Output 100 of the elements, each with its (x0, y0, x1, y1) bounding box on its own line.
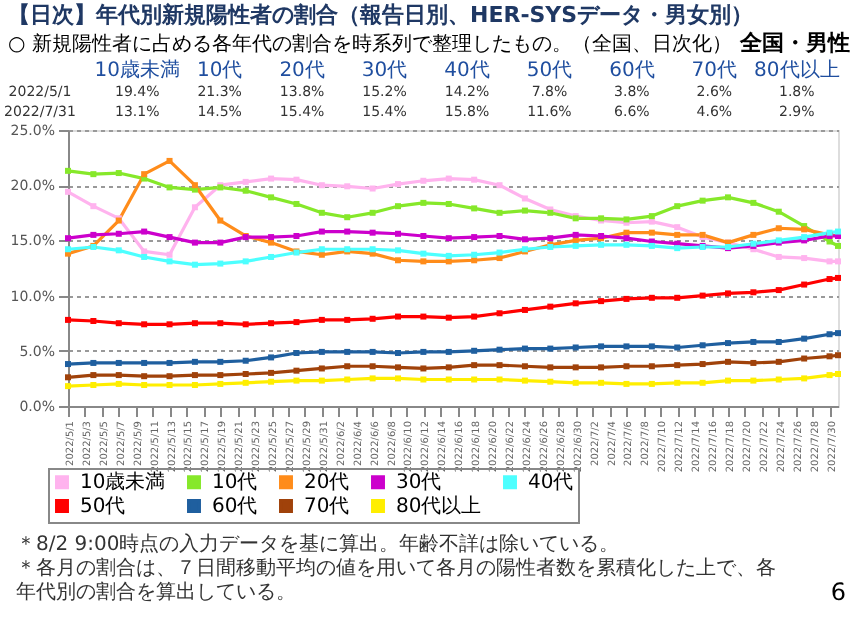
point (166, 234, 173, 241)
point (242, 187, 249, 194)
text: 30代 (361, 60, 408, 82)
point (750, 199, 757, 206)
point (420, 313, 427, 320)
point (572, 364, 579, 371)
point (293, 176, 300, 183)
text: 6 (830, 578, 846, 606)
point (90, 359, 97, 366)
point (445, 376, 452, 383)
point (395, 364, 401, 371)
point (268, 253, 275, 260)
point (90, 203, 97, 210)
point (598, 364, 605, 371)
legend-label: 80代以上 (396, 494, 482, 518)
point (420, 199, 427, 206)
point (65, 316, 71, 323)
point (141, 253, 148, 260)
point (623, 295, 630, 302)
point (420, 258, 427, 265)
point (115, 170, 122, 177)
point (191, 239, 198, 246)
point (369, 348, 376, 355)
chart-subtitle: ○ 新規陽性者に占める各年代の割合を時系列で整理したもの。（全国、日次化） (8, 32, 732, 56)
point (141, 382, 148, 389)
point (801, 375, 808, 382)
point (547, 378, 554, 385)
point (471, 234, 478, 241)
point (369, 229, 376, 236)
point (835, 274, 841, 281)
point (648, 213, 655, 220)
text: 70代 (691, 60, 738, 82)
point (775, 287, 782, 294)
point (835, 352, 841, 359)
point (496, 209, 503, 216)
point (699, 342, 706, 349)
point (166, 184, 173, 191)
point (141, 373, 148, 380)
point (826, 353, 833, 360)
point (572, 379, 579, 386)
point (268, 369, 275, 376)
point (191, 382, 198, 389)
point (268, 239, 275, 246)
point (521, 236, 528, 243)
point (344, 348, 351, 355)
point (115, 320, 122, 327)
line-series (65, 274, 841, 328)
point (623, 235, 630, 242)
point (90, 231, 97, 238)
point (826, 276, 833, 283)
point (344, 363, 351, 370)
point (115, 372, 122, 379)
point (166, 321, 173, 328)
point (293, 367, 300, 374)
point (775, 338, 782, 345)
point (395, 230, 401, 237)
point (242, 357, 249, 364)
point (395, 203, 401, 210)
point (65, 374, 71, 381)
point (826, 258, 833, 265)
point (268, 354, 275, 361)
line-series (65, 370, 841, 390)
point (293, 377, 300, 384)
legend-label: 60代 (212, 496, 258, 518)
point (344, 183, 351, 190)
point (293, 319, 300, 326)
point (674, 231, 681, 238)
point (141, 228, 148, 235)
point (699, 361, 706, 368)
point (217, 260, 224, 267)
line-series (65, 228, 841, 268)
point (835, 258, 841, 265)
point (835, 242, 841, 249)
point (750, 377, 757, 384)
legend-label: 10代 (212, 472, 258, 495)
point (90, 372, 97, 379)
point (496, 346, 503, 353)
text: ＊各月の割合は、７日間移動平均の値を用いて各月の陽性者数を累積化した上で、各年代別の割合を算出している。 (16, 556, 776, 604)
text: 60代 (609, 60, 655, 82)
point (217, 320, 224, 327)
point (801, 255, 808, 262)
text: 10代 (196, 60, 243, 82)
point (648, 363, 655, 370)
point (648, 380, 655, 387)
point (141, 359, 148, 366)
point (598, 379, 605, 386)
point (369, 363, 376, 370)
line-series (65, 352, 841, 381)
point (674, 224, 681, 231)
point (750, 338, 757, 345)
point (65, 167, 71, 174)
point (318, 246, 325, 253)
point (648, 218, 655, 225)
point (521, 207, 528, 214)
point (471, 347, 478, 354)
point (166, 382, 173, 389)
point (496, 232, 503, 239)
point (521, 345, 528, 352)
point (775, 376, 782, 383)
point (115, 247, 122, 254)
